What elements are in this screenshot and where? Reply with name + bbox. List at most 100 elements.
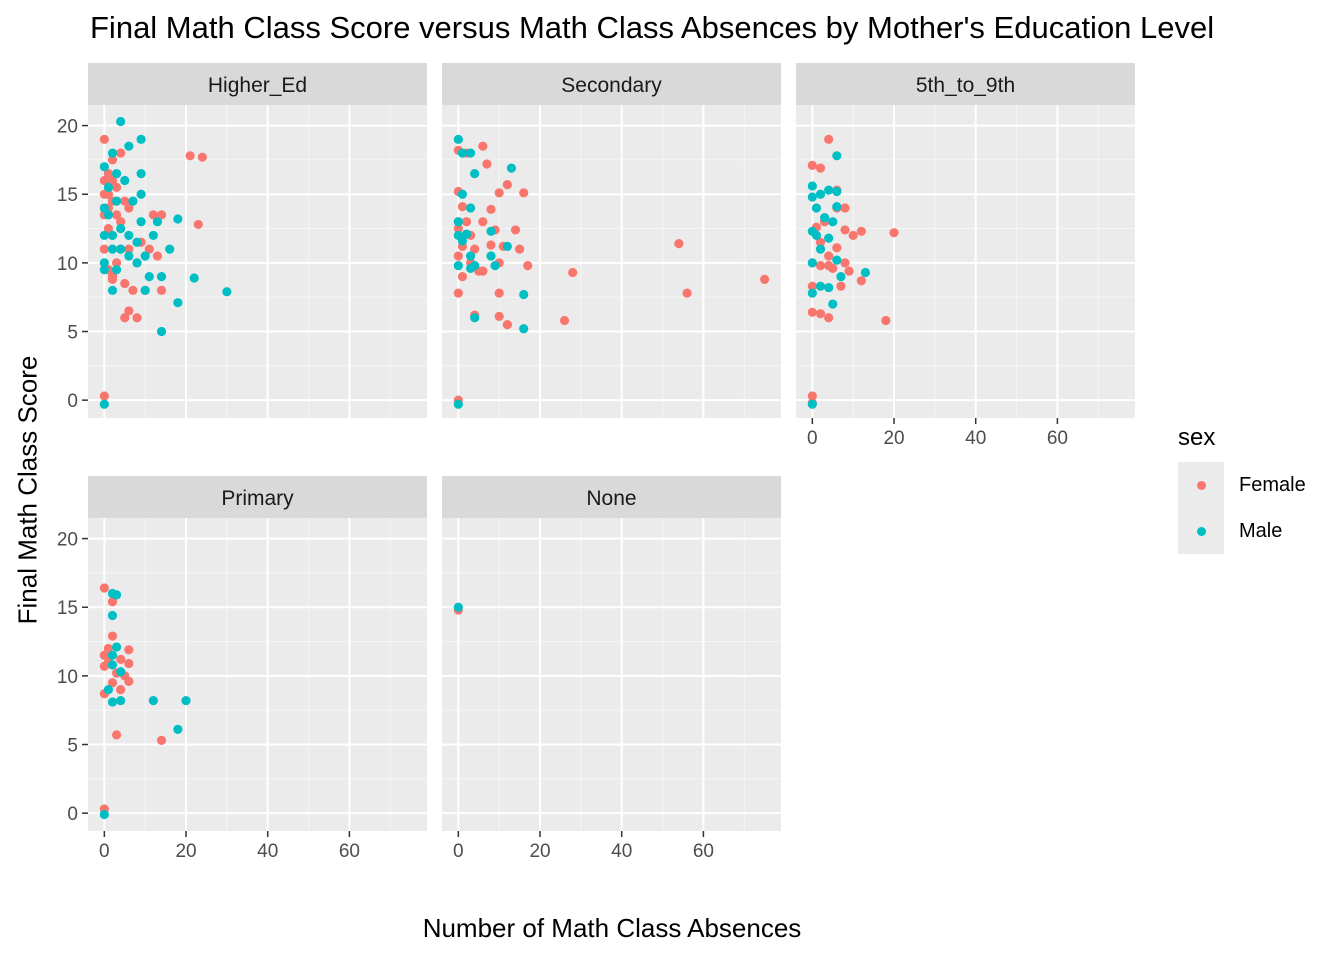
point-female <box>836 281 846 291</box>
point-female <box>844 266 854 276</box>
point-female <box>815 309 826 319</box>
point-male <box>470 313 480 323</box>
legend-label-female: Female <box>1239 474 1306 496</box>
point-female <box>453 223 463 234</box>
chart-title: Final Math Class Score versus Math Class… <box>90 10 1215 45</box>
x-tick-label: 20 <box>175 841 196 862</box>
point-male <box>173 724 183 735</box>
facet-label-higher-ed: Higher_Ed <box>208 74 307 97</box>
point-male <box>140 285 150 295</box>
point-female <box>99 175 109 186</box>
point-female <box>494 311 504 322</box>
point-male <box>99 809 109 820</box>
point-male <box>107 610 118 621</box>
legend-key-female <box>1178 462 1224 508</box>
point-male <box>815 189 826 199</box>
y-tick-label: 5 <box>67 323 78 344</box>
point-male <box>99 162 109 172</box>
point-female <box>144 244 154 254</box>
point-female <box>111 182 122 192</box>
point-male <box>828 217 838 227</box>
point-male <box>828 299 838 309</box>
y-tick-label: 15 <box>57 598 78 619</box>
point-female <box>559 315 570 326</box>
point-male <box>832 151 842 161</box>
point-female <box>148 210 158 220</box>
y-tick-label: 10 <box>57 254 78 275</box>
point-male <box>99 203 109 213</box>
point-female <box>128 285 138 295</box>
facet-strip-higher-ed <box>88 63 427 105</box>
x-tick-label: 60 <box>1047 428 1068 449</box>
point-female <box>760 274 770 284</box>
point-female <box>116 148 126 158</box>
point-female <box>840 203 850 213</box>
point-female <box>807 160 817 171</box>
point-male <box>457 236 468 246</box>
point-female <box>124 244 134 254</box>
point-male <box>815 281 826 291</box>
point-female <box>111 258 122 268</box>
point-female <box>453 251 463 261</box>
point-male <box>99 230 109 241</box>
point-male <box>519 324 529 334</box>
point-male <box>116 223 126 234</box>
point-male <box>486 226 496 236</box>
point-female <box>510 225 521 235</box>
legend: sex Female Male <box>1178 424 1306 554</box>
x-tick-label: 60 <box>339 841 360 862</box>
point-male <box>99 258 109 268</box>
point-male <box>111 265 122 275</box>
point-female <box>116 217 126 227</box>
point-female <box>523 261 533 271</box>
point-female <box>478 266 488 276</box>
point-male <box>824 185 834 195</box>
point-male <box>815 244 826 254</box>
point-female <box>502 180 512 190</box>
legend-title: sex <box>1178 424 1216 451</box>
point-male <box>811 230 822 241</box>
point-male <box>470 169 480 179</box>
point-female <box>99 189 109 199</box>
point-female <box>124 203 134 213</box>
point-male <box>465 263 476 273</box>
point-male <box>107 660 118 670</box>
point-female <box>107 678 118 688</box>
point-female <box>519 188 529 198</box>
point-female <box>515 244 525 254</box>
x-tick-label: 20 <box>529 841 550 862</box>
point-female <box>889 228 899 238</box>
x-tick-label: 0 <box>99 841 110 862</box>
point-female <box>99 244 109 254</box>
point-female <box>99 134 109 144</box>
point-female <box>457 201 468 212</box>
point-female <box>807 281 817 291</box>
point-female <box>156 210 167 220</box>
point-female <box>99 650 109 660</box>
point-male <box>111 642 122 652</box>
point-male <box>124 141 134 151</box>
point-male <box>222 287 232 297</box>
y-tick-label: 5 <box>67 736 78 757</box>
point-female <box>478 141 488 151</box>
point-male <box>132 258 142 268</box>
point-male <box>519 289 529 300</box>
point-male <box>116 695 126 706</box>
point-female <box>832 243 842 253</box>
point-male <box>107 244 118 254</box>
x-tick-label: 0 <box>807 428 818 449</box>
point-male <box>103 210 114 220</box>
point-female <box>568 267 578 278</box>
point-male <box>465 251 476 261</box>
point-male <box>811 203 822 213</box>
point-female <box>152 251 163 261</box>
point-male <box>148 695 158 706</box>
point-male <box>132 237 142 247</box>
point-female <box>107 155 118 165</box>
facet-label-primary: Primary <box>221 487 294 510</box>
point-male <box>140 251 150 261</box>
point-female <box>124 306 134 316</box>
point-female <box>482 159 492 169</box>
point-female <box>461 217 472 227</box>
point-male <box>173 214 183 224</box>
